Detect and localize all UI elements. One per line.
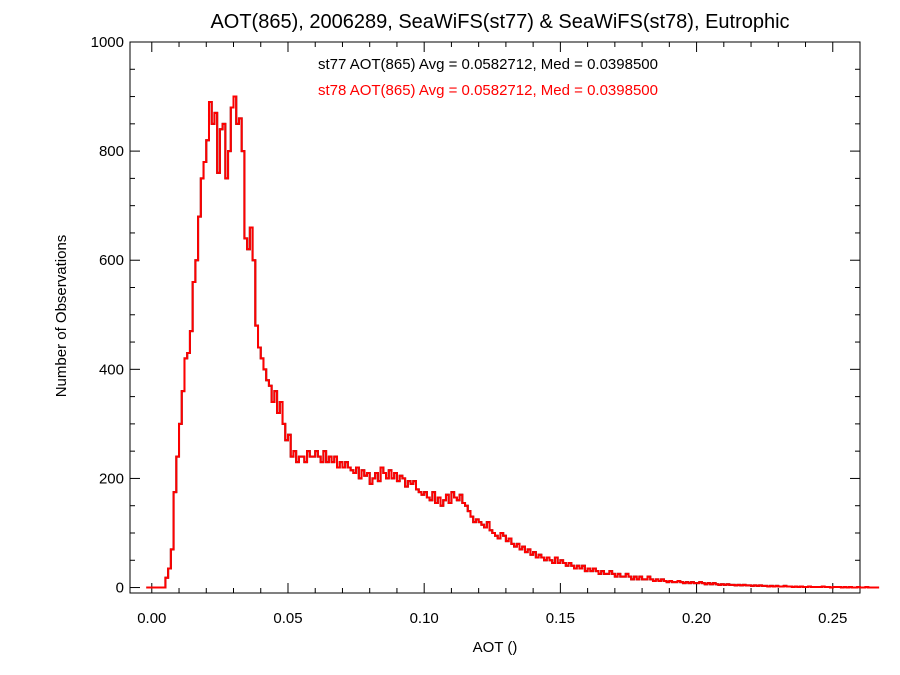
series-layer [146, 95, 880, 589]
x-tick-label: 0.25 [818, 610, 847, 627]
annotation-st77: st77 AOT(865) Avg = 0.0582712, Med = 0.0… [318, 56, 658, 73]
y-axis: 0 200 400 600 800 1000 [91, 34, 860, 597]
y-tick-label: 0 [116, 580, 124, 597]
y-tick-label: 1000 [91, 34, 124, 51]
chart-title: AOT(865), 2006289, SeaWiFS(st77) & SeaWi… [210, 11, 789, 33]
y-tick-label: 200 [99, 470, 124, 487]
x-axis: 0.00 0.05 0.10 0.15 0.20 0.25 [137, 42, 847, 627]
series-line-st78 [146, 95, 880, 589]
annotation-st78: st78 AOT(865) Avg = 0.0582712, Med = 0.0… [318, 82, 658, 99]
x-tick-label: 0.00 [137, 610, 166, 627]
y-tick-label: 400 [99, 361, 124, 378]
x-tick-label: 0.10 [410, 610, 439, 627]
plot-frame [129, 41, 861, 594]
y-tick-label: 600 [99, 252, 124, 269]
y-tick-label: 800 [99, 143, 124, 160]
x-tick-label: 0.20 [682, 610, 711, 627]
x-tick-label: 0.05 [273, 610, 302, 627]
x-tick-label: 0.15 [546, 610, 575, 627]
series-line-st77 [146, 95, 880, 589]
y-axis-title: Number of Observations [53, 235, 70, 398]
x-axis-title: AOT () [473, 639, 518, 656]
